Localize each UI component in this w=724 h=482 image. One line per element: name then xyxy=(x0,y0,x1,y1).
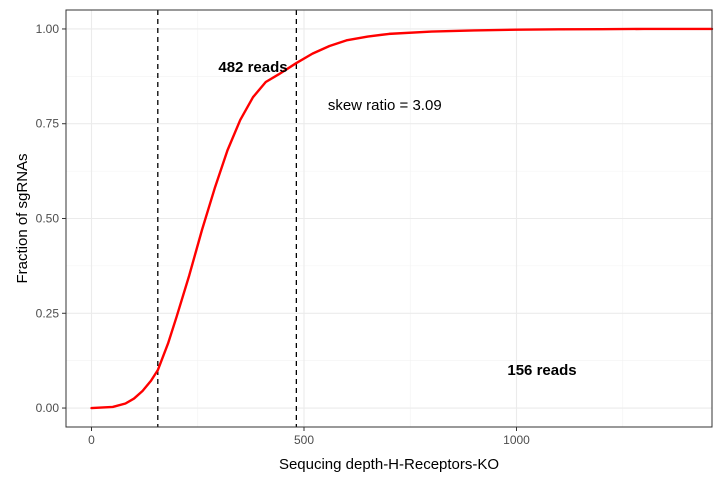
annotation-label: skew ratio = 3.09 xyxy=(328,97,442,114)
y-axis-title: Fraction of sgRNAs xyxy=(14,153,31,283)
x-tick-label: 0 xyxy=(88,433,95,447)
reference-lines xyxy=(157,10,298,427)
annotation-label: 482 reads xyxy=(218,59,287,76)
annotation-label: 156 reads xyxy=(507,362,576,379)
x-tick-label: 500 xyxy=(294,433,314,447)
annotations: 482 reads skew ratio = 3.09 156 reads xyxy=(218,59,576,379)
series-line xyxy=(90,27,714,410)
series-group xyxy=(90,27,714,410)
y-tick-label: 1.00 xyxy=(36,22,60,36)
grid-minor xyxy=(66,10,712,427)
x-axis-ticks: 0 500 1000 xyxy=(88,427,530,447)
x-axis-title: Sequcing depth-H-Receptors-KO xyxy=(279,456,499,473)
y-tick-label: 0.00 xyxy=(36,401,60,415)
y-tick-label: 0.75 xyxy=(36,117,60,131)
x-tick-label: 1000 xyxy=(503,433,530,447)
y-tick-label: 0.50 xyxy=(36,212,60,226)
y-axis-ticks: 0.00 0.25 0.50 0.75 1.00 xyxy=(36,22,66,415)
y-tick-label: 0.25 xyxy=(36,306,60,320)
